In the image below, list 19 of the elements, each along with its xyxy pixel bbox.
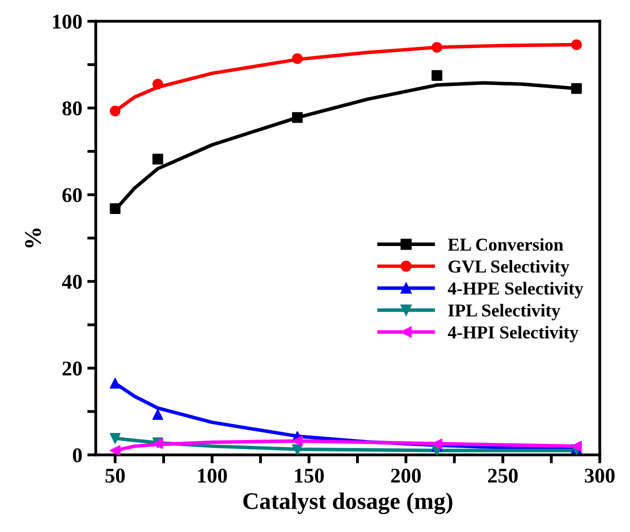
legend-label: 4-HPI Selectivity	[448, 326, 578, 342]
legend-label: EL Conversion	[448, 238, 564, 251]
y-tick-label: 100	[52, 14, 82, 29]
legend-label: 4-HPE Selectivity	[448, 282, 584, 298]
legend-label: IPL Selectivity	[448, 304, 560, 320]
x-tick-label: 300	[584, 468, 615, 483]
legend-label: GVL Selectivity	[448, 260, 570, 276]
x-axis-title: Catalyst dosage (mg)	[243, 492, 452, 514]
y-tick-label: 60	[62, 188, 82, 202]
y-tick-label: 80	[62, 101, 82, 116]
x-tick-label: 250	[488, 468, 518, 483]
x-tick-label: 100	[198, 468, 227, 483]
x-tick-label: 150	[295, 468, 324, 483]
y-tick-label: 0	[72, 448, 82, 462]
y-tick-label: 40	[62, 274, 82, 289]
y-axis-title: %	[25, 228, 42, 248]
y-tick-label: 20	[62, 362, 82, 376]
x-tick-label: 50	[106, 468, 125, 483]
x-tick-label: 200	[391, 468, 421, 483]
